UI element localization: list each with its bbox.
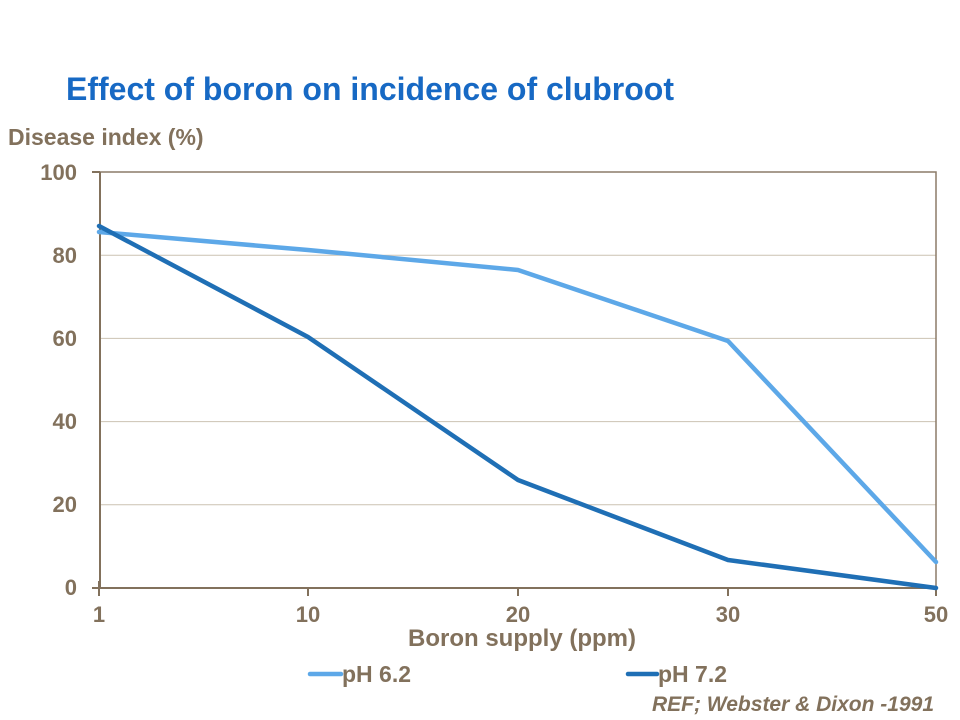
svg-text:80: 80 [53,243,77,268]
svg-text:20: 20 [506,602,530,627]
svg-text:10: 10 [296,602,320,627]
svg-text:20: 20 [53,492,77,517]
svg-text:60: 60 [53,326,77,351]
svg-text:40: 40 [53,409,77,434]
svg-text:1: 1 [93,602,105,627]
svg-text:0: 0 [65,575,77,600]
svg-text:50: 50 [924,602,948,627]
svg-text:30: 30 [716,602,740,627]
svg-text:100: 100 [40,160,77,185]
